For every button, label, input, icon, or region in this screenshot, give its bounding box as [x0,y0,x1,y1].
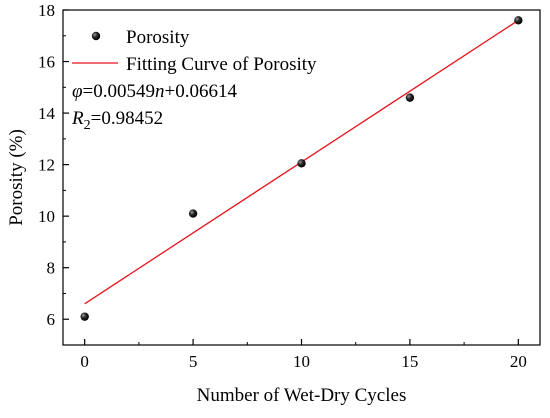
y-tick-label: 8 [47,259,56,278]
data-points-layer [80,16,523,321]
r-squared: R2=0.98452 [71,108,163,133]
y-tick-label: 14 [38,104,56,123]
legend-label-fit: Fitting Curve of Porosity [126,54,317,75]
data-point [405,93,415,102]
r2-tail: =0.98452 [91,108,163,129]
legend-marker-porosity [91,31,101,41]
y-tick-label: 16 [38,53,55,72]
y-axis-title: Porosity (%) [6,129,27,226]
x-tick-label: 0 [80,352,89,371]
equation-var: φ [72,81,83,102]
equation-tail: +0.06614 [164,81,237,102]
y-tick-label: 10 [38,207,55,226]
x-tick-label: 10 [293,352,310,371]
y-tick-label: 6 [47,310,56,329]
fit-equation: φ=0.00549n+0.06614 [72,81,237,102]
x-tick-label: 20 [510,352,527,371]
x-axis-ticks: 0 5 10 15 20 [80,339,527,371]
r2-var: R [71,108,84,129]
legend: Porosity Fitting Curve of Porosity [72,27,317,75]
equation-n: n [155,81,165,102]
y-axis-ticks: 6 8 10 12 14 16 18 [38,1,69,329]
x-axis-title: Number of Wet-Dry Cycles [197,385,407,406]
x-tick-label: 5 [189,352,198,371]
legend-label-porosity: Porosity [126,27,190,48]
data-point [297,159,306,168]
data-point [80,312,89,321]
y-tick-label: 12 [38,156,55,175]
data-point [514,16,523,25]
r2-sub: 2 [84,118,91,133]
equation-mid: =0.00549 [83,81,155,102]
x-tick-label: 15 [401,352,418,371]
y-tick-label: 18 [38,1,55,20]
data-point [188,209,198,218]
